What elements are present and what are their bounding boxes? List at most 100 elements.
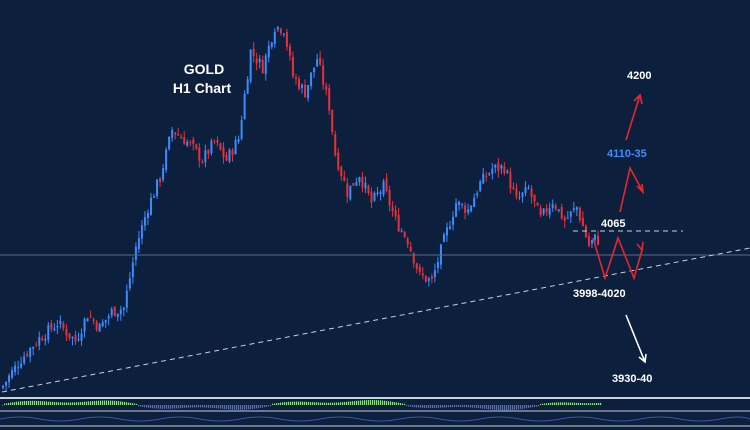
oscillator-bar: [404, 403, 406, 405]
candle-body: [364, 182, 367, 189]
candle-body: [430, 276, 433, 279]
candle-body: [500, 165, 503, 169]
candle-body: [587, 236, 590, 246]
candle: [41, 335, 44, 341]
candle-body: [473, 197, 476, 208]
candle-body: [304, 84, 307, 98]
oscillator-bar: [320, 402, 322, 405]
oscillator-bar: [536, 405, 538, 407]
oscillator-bar: [6, 403, 8, 405]
candle-body: [288, 46, 291, 56]
oscillator-bar: [94, 400, 96, 405]
oscillator-bar: [436, 405, 438, 408]
oscillator-bar: [414, 405, 416, 408]
candle-body: [149, 197, 152, 215]
candle: [343, 170, 346, 182]
oscillator-bar: [258, 405, 260, 409]
oscillator-bar: [174, 405, 176, 409]
oscillator-bar: [72, 402, 74, 405]
candle-body: [485, 175, 488, 178]
candle-body: [319, 57, 322, 65]
candle: [436, 256, 439, 274]
candle: [560, 203, 563, 220]
oscillator-bar: [562, 402, 564, 405]
oscillator-bar: [284, 402, 286, 405]
candle-body: [506, 171, 509, 173]
candle-body: [270, 42, 273, 47]
oscillator-bar: [556, 402, 558, 405]
candle-body: [116, 313, 119, 317]
oscillator-bar: [108, 400, 110, 405]
candle: [125, 284, 128, 313]
oscillator-bar: [8, 402, 10, 405]
oscillator-bar: [418, 405, 420, 408]
candle: [174, 131, 177, 140]
oscillator-bar: [202, 405, 204, 408]
candle: [122, 306, 125, 317]
candle-body: [264, 55, 267, 74]
candle: [367, 184, 370, 196]
oscillator-bar: [176, 405, 178, 409]
oscillator-bar: [220, 405, 222, 409]
candle: [497, 157, 500, 178]
oscillator-bar: [468, 405, 470, 408]
candle: [153, 194, 156, 198]
candle-body: [503, 166, 506, 174]
candle-body: [107, 316, 110, 319]
candle: [62, 321, 65, 331]
candle: [301, 83, 304, 94]
oscillator-bar: [156, 405, 158, 409]
candle: [449, 220, 452, 230]
oscillator-bar: [80, 402, 82, 405]
oscillator-bar: [326, 402, 328, 405]
oscillator-bar: [14, 402, 16, 405]
candle: [349, 185, 352, 201]
oscillator-bar: [390, 401, 392, 405]
oscillator-bar: [574, 402, 576, 405]
candle-body: [207, 149, 210, 154]
oscillator-bar: [452, 405, 454, 408]
oscillator-bar: [462, 405, 464, 408]
bearish-arrowhead: [638, 353, 647, 364]
candle: [273, 28, 276, 48]
oscillator-bar: [444, 405, 446, 408]
candle-body: [597, 235, 599, 245]
oscillator-bar: [12, 402, 14, 405]
candle: [355, 177, 358, 187]
candle: [334, 130, 337, 157]
candle: [258, 54, 261, 69]
candle: [231, 148, 234, 162]
candle: [530, 185, 533, 204]
candle-body: [74, 334, 77, 342]
candle-body: [80, 333, 83, 341]
oscillator-bar: [2, 405, 4, 406]
candle-body: [376, 192, 379, 195]
oscillator-bar: [218, 405, 220, 409]
oscillator-bar: [464, 405, 466, 408]
candle-body: [340, 167, 343, 177]
oscillator-bar: [166, 405, 168, 409]
oscillator-bar: [506, 405, 508, 411]
oscillator-bar: [146, 405, 148, 408]
candle: [261, 55, 264, 74]
candle-body: [14, 365, 17, 373]
candle: [98, 322, 101, 332]
candle: [143, 210, 146, 231]
oscillator-bar: [268, 405, 270, 407]
oscillator-bar: [460, 405, 462, 408]
candle: [536, 202, 539, 206]
candle: [494, 164, 497, 173]
candle-body: [204, 150, 207, 163]
oscillator-bar: [440, 405, 442, 408]
candle-body: [412, 252, 415, 264]
candle: [5, 381, 8, 392]
candle: [264, 53, 267, 81]
candle: [548, 202, 551, 219]
candle-body: [159, 178, 162, 182]
candle: [509, 167, 512, 194]
oscillator-bar: [134, 403, 136, 405]
candle-body: [231, 150, 234, 155]
oscillator-bar: [348, 401, 350, 405]
candle: [86, 317, 89, 322]
candle-body: [228, 149, 231, 162]
